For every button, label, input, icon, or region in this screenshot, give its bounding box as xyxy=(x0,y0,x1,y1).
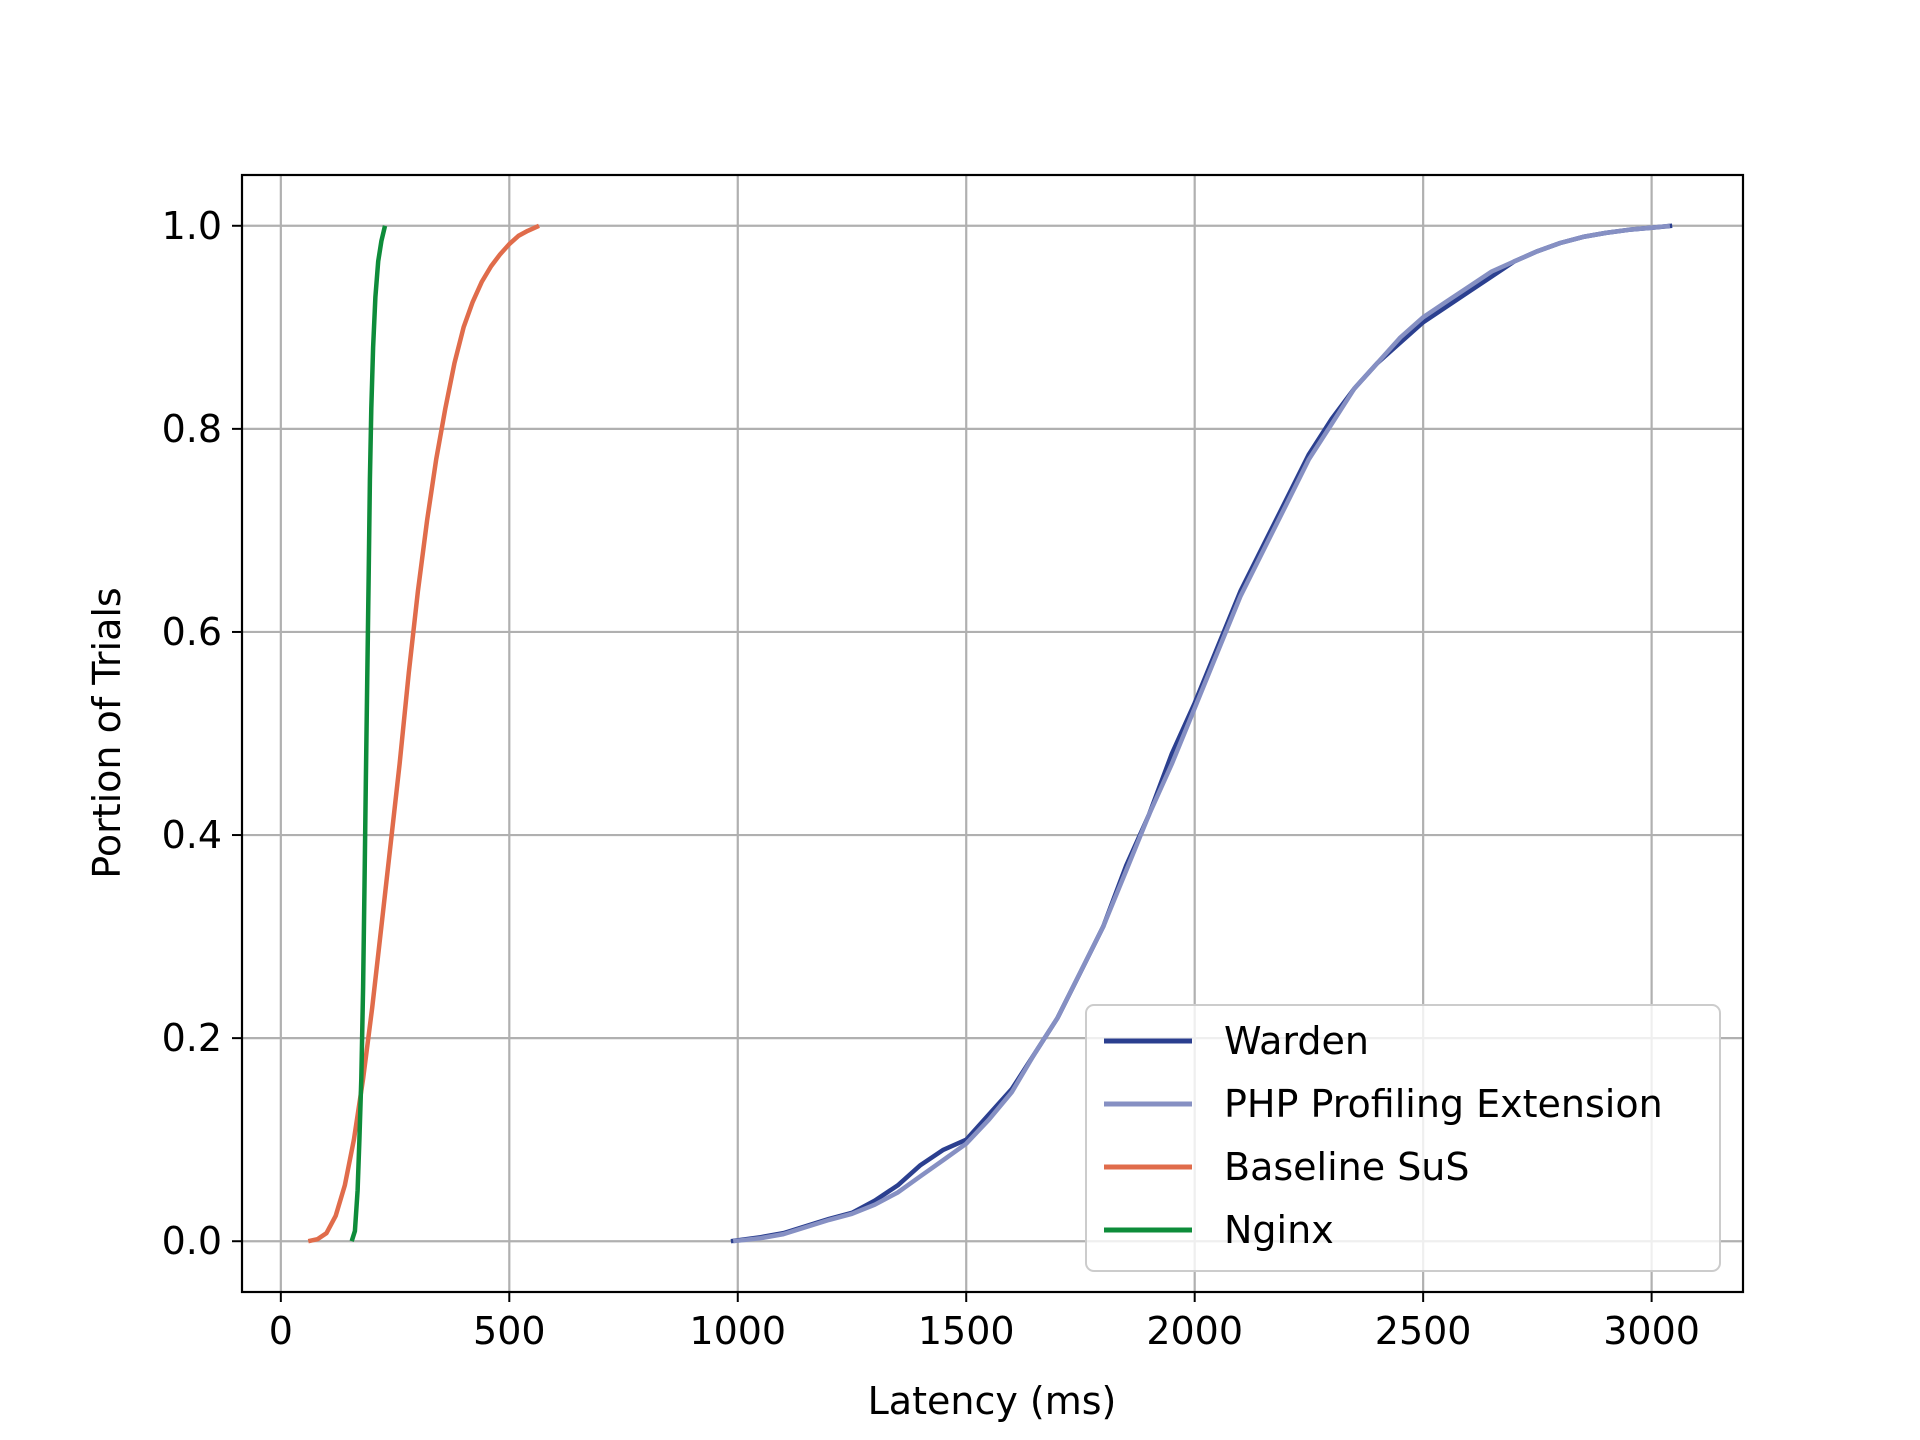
series-line-baseline-sus xyxy=(307,223,540,1244)
y-tick-label: 0.8 xyxy=(162,407,222,451)
series-line-php-profiling-extension xyxy=(732,223,1671,1244)
legend-entries: Warden PHP Profiling Extension Baseline Su… xyxy=(1104,1019,1663,1252)
y-tick-label: 1.0 xyxy=(162,204,222,248)
x-tick-label: 1000 xyxy=(689,1309,786,1353)
series-lines xyxy=(307,223,1673,1244)
x-tick-label: 0 xyxy=(269,1309,293,1353)
axis-ticks: 0 500 1000 1500 2000 2500 3000 0.0 0.2 0.4 0.6 0.8 1… xyxy=(162,204,1700,1353)
x-tick-label: 500 xyxy=(473,1309,546,1353)
y-tick-label: 0.4 xyxy=(162,813,222,857)
legend-label-nginx: Nginx xyxy=(1224,1208,1334,1252)
grid xyxy=(242,175,1743,1292)
x-tick-label: 2000 xyxy=(1146,1309,1243,1353)
x-tick-label: 1500 xyxy=(918,1309,1015,1353)
x-axis-label: Latency (ms) xyxy=(868,1379,1117,1423)
x-tick-label: 2500 xyxy=(1375,1309,1472,1353)
plot-frame xyxy=(240,173,1745,1294)
x-tick-label: 3000 xyxy=(1603,1309,1700,1353)
y-tick-label: 0.0 xyxy=(162,1219,222,1263)
legend-box xyxy=(1085,1004,1721,1272)
y-tick-label: 0.6 xyxy=(162,610,222,654)
y-tick-label: 0.2 xyxy=(162,1016,222,1060)
legend-label-php-profiling-extension: PHP Profiling Extension xyxy=(1224,1082,1663,1126)
legend-label-warden: Warden xyxy=(1224,1019,1369,1063)
series-line-nginx xyxy=(349,225,388,1242)
legend: Warden PHP Profiling Extension Baseline Su… xyxy=(1085,1004,1721,1272)
legend-label-baseline-sus: Baseline SuS xyxy=(1224,1145,1470,1189)
y-axis-label: Portion of Trials xyxy=(85,587,129,878)
